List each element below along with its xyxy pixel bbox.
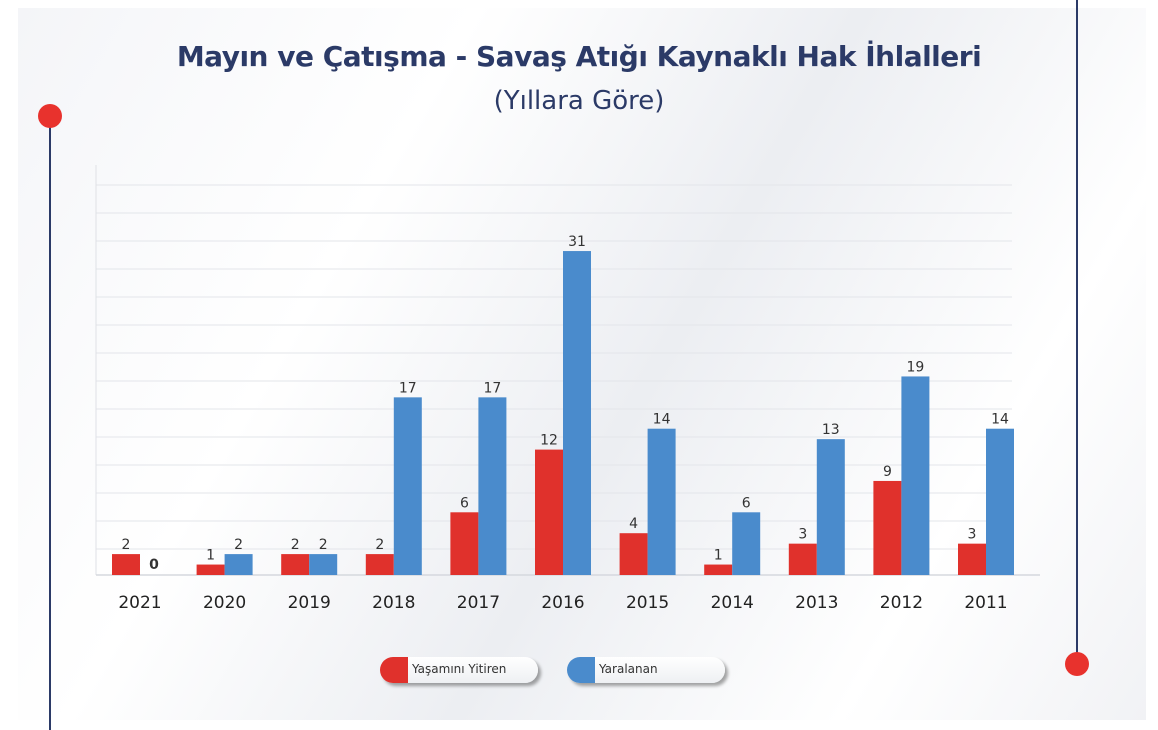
left-decor-line — [49, 118, 51, 730]
x-tick-label: 2017 — [457, 593, 500, 613]
x-tick-label: 2015 — [626, 593, 669, 613]
x-tick-label: 2021 — [118, 593, 161, 613]
bar-injured — [224, 554, 253, 575]
bar-deaths — [365, 554, 394, 575]
right-decor-dot — [1065, 652, 1089, 676]
chart-title: Mayın ve Çatışma - Savaş Atığı Kaynaklı … — [176, 40, 982, 73]
x-tick-label: 2011 — [964, 593, 1007, 613]
bar-deaths — [535, 449, 563, 575]
data-label-injured: 17 — [483, 380, 501, 396]
bar-injured — [816, 439, 845, 575]
data-label-injured: 13 — [822, 422, 840, 438]
bar-injured — [901, 376, 930, 575]
data-label-deaths: 3 — [798, 527, 807, 543]
legend-swatch-injured — [567, 657, 595, 683]
left-decor-dot — [38, 104, 62, 128]
data-label-injured: 0 — [149, 557, 159, 573]
bar-injured — [732, 512, 761, 575]
bar-injured — [478, 397, 507, 575]
data-label-injured: 19 — [906, 359, 924, 375]
x-tick-label: 2020 — [203, 593, 246, 613]
legend-label-deaths: Yaşamını Yitiren — [412, 662, 507, 676]
x-tick-label: 2016 — [541, 593, 584, 613]
legend-item-injured: Yaralanan — [567, 657, 725, 683]
bar-deaths — [281, 554, 310, 575]
data-label-deaths: 2 — [291, 537, 300, 553]
data-label-deaths: 1 — [714, 548, 723, 564]
chart-subtitle: (Yıllara Göre) — [493, 86, 665, 116]
bar-injured — [986, 428, 1014, 575]
data-label-injured: 14 — [991, 412, 1009, 428]
data-label-injured: 31 — [568, 234, 586, 250]
data-label-deaths: 3 — [968, 527, 977, 543]
data-label-deaths: 1 — [206, 548, 215, 564]
data-label-injured: 2 — [319, 537, 328, 553]
x-tick-label: 2018 — [372, 593, 415, 613]
x-tick-label: 2019 — [288, 593, 331, 613]
bar-injured — [309, 554, 338, 575]
data-label-deaths: 12 — [540, 433, 558, 449]
bar-injured — [563, 251, 591, 576]
data-label-deaths: 9 — [883, 464, 892, 480]
legend-label-injured: Yaralanan — [599, 662, 658, 676]
data-label-injured: 6 — [742, 495, 751, 511]
data-label-deaths: 2 — [375, 537, 384, 553]
data-label-injured: 17 — [399, 380, 417, 396]
bar-deaths — [450, 512, 479, 575]
data-label-deaths: 4 — [629, 516, 638, 532]
x-tick-label: 2012 — [880, 593, 923, 613]
legend-swatch-deaths — [380, 657, 408, 683]
bar-deaths — [112, 554, 140, 575]
bar-injured — [647, 428, 676, 575]
bar-deaths — [704, 564, 733, 575]
data-label-injured: 14 — [653, 412, 671, 428]
data-label-injured: 2 — [234, 537, 243, 553]
data-label-deaths: 2 — [122, 537, 131, 553]
right-decor-line — [1076, 0, 1078, 664]
bar-injured — [393, 397, 422, 575]
bar-deaths — [788, 543, 817, 575]
bar-deaths — [196, 564, 225, 575]
bar-deaths — [958, 543, 986, 575]
bar-deaths — [619, 533, 648, 575]
data-label-deaths: 6 — [460, 495, 469, 511]
legend-item-deaths: Yaşamını Yitiren — [380, 657, 538, 683]
x-tick-label: 2013 — [795, 593, 838, 613]
bar-deaths — [873, 480, 902, 575]
x-tick-label: 2014 — [711, 593, 754, 613]
